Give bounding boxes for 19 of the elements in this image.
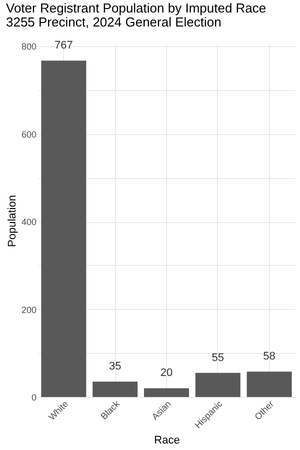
x-axis-title: Race xyxy=(154,434,180,446)
data-label: 55 xyxy=(212,352,224,364)
data-label: 58 xyxy=(263,350,276,363)
y-tick-label: 800 xyxy=(21,42,36,52)
y-axis-title: Population xyxy=(6,195,18,247)
y-tick-label: 600 xyxy=(21,129,36,140)
bar xyxy=(41,60,86,397)
bar xyxy=(144,388,189,397)
chart-title: Voter Registrant Population by Imputed Race xyxy=(6,0,266,16)
bar xyxy=(92,382,138,397)
data-label: 767 xyxy=(54,40,73,52)
y-tick-label: 200 xyxy=(21,304,36,315)
y-tick-label: 0 xyxy=(31,392,36,402)
chart-subtitle: 3255 Precinct, 2024 General Election xyxy=(6,14,222,30)
y-tick-label: 400 xyxy=(21,217,36,228)
data-label: 35 xyxy=(108,360,122,373)
data-label: 20 xyxy=(160,367,173,380)
bar xyxy=(195,372,240,397)
bar xyxy=(246,372,292,397)
